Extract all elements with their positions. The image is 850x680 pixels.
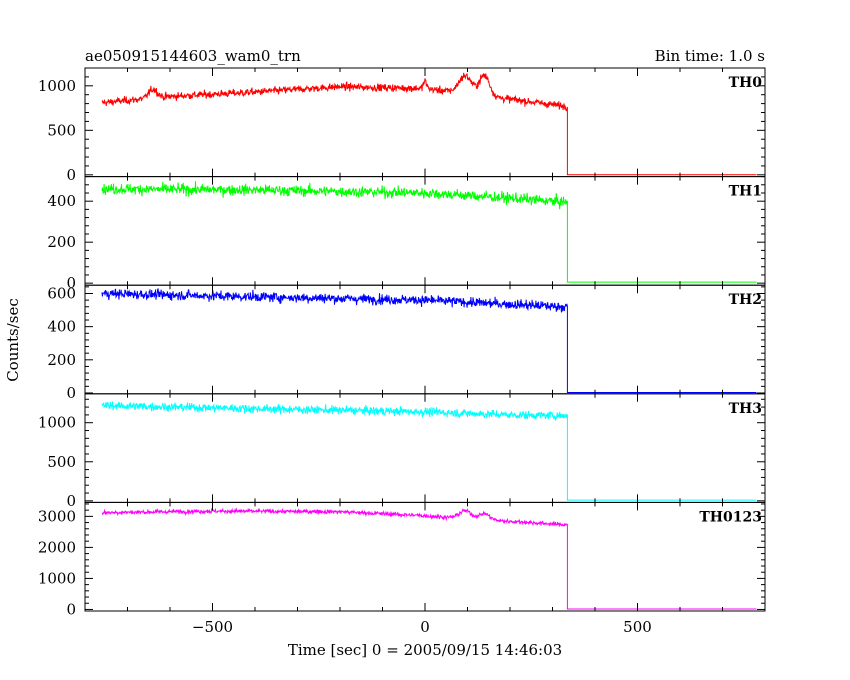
y-tick-label: 200 [47,351,76,369]
y-tick-label: 400 [47,192,76,210]
series-line-th2 [101,288,757,393]
y-tick-label: 200 [47,233,76,251]
y-tick-label: 600 [47,284,76,302]
y-tick-label: 3000 [38,507,76,525]
x-axis-label: Time [sec] 0 = 2005/09/15 14:46:03 [288,641,562,659]
panel-th0123: 0 1000 2000 3000 TH0123 −500 0 500 [38,501,766,636]
y-tick-label: 500 [47,453,76,471]
y-tick-label: 0 [66,492,76,510]
panel-label-th3: TH3 [729,401,762,417]
panels-group: 0 500 1000 TH0 0 200 400 TH1 0 200 400 600 TH2 0 500 10… [38,67,766,636]
y-tick-label: 1000 [38,414,76,432]
panel-label-th1: TH1 [729,184,762,200]
series-line-th1 [101,181,757,283]
y-tick-label: 1000 [38,569,76,587]
panel-th1: 0 200 400 TH1 [47,176,766,292]
panel-th0: 0 500 1000 TH0 [38,67,766,184]
x-tick-label: 500 [623,618,652,636]
y-tick-label: 0 [66,166,76,184]
panel-label-th0123: TH0123 [699,509,762,525]
panel-frame [84,67,766,178]
y-tick-label: 400 [47,318,76,336]
y-tick-label: 0 [66,384,76,402]
y-tick-label: 500 [47,121,76,139]
panel-label-th2: TH2 [729,292,762,308]
y-tick-label: 1000 [38,77,76,95]
series-line-th0 [101,72,757,176]
y-tick-label: 2000 [38,538,76,556]
panel-th3: 0 500 1000 TH3 [38,393,766,510]
y-tick-label: 0 [66,274,76,292]
panel-label-th0: TH0 [729,75,763,91]
y-axis-label: Counts/sec [4,298,22,382]
panel-frame [84,501,766,612]
bin-time-label: Bin time: 1.0 s [655,47,765,65]
y-tick-label: 0 [66,600,76,618]
x-tick-label: −500 [192,618,233,636]
panel-th2: 0 200 400 600 TH2 [47,284,766,402]
x-tick-label: 0 [420,618,430,636]
chart-title: ae050915144603_wam0_trn [85,47,301,65]
series-line-th0123 [101,507,757,610]
series-line-th3 [101,401,757,501]
